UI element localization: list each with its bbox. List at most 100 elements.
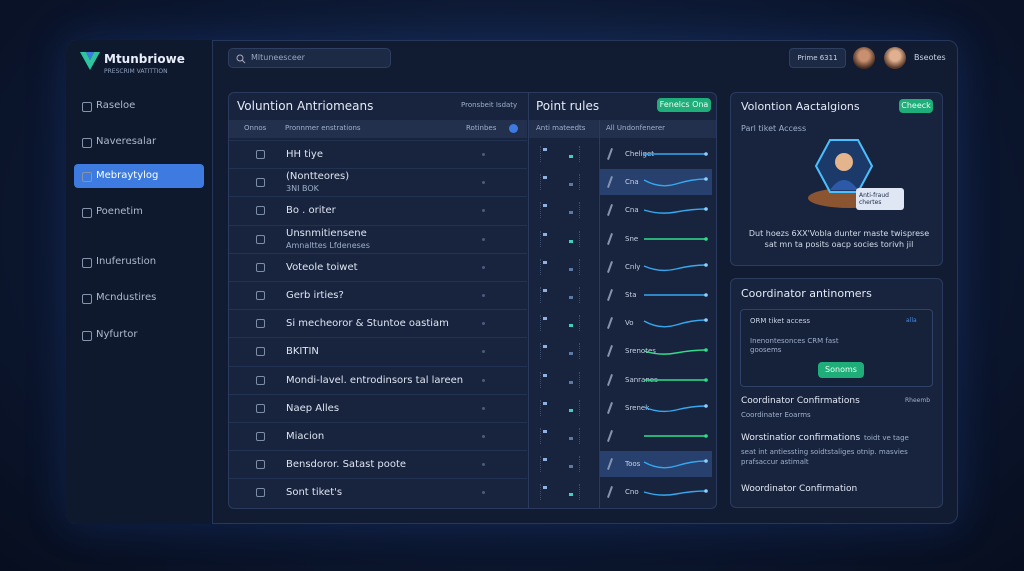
nav-item[interactable]: Inuferustion bbox=[74, 250, 204, 274]
rule-row: Cno bbox=[600, 479, 712, 505]
nav-item[interactable]: Mebraytylog bbox=[74, 164, 204, 188]
top-button[interactable]: Prime 6311 bbox=[789, 48, 846, 68]
rules-button[interactable]: Fenelcs Ona bbox=[657, 98, 711, 112]
table-row: Miacion bbox=[229, 422, 527, 450]
rule-row: Cheliget bbox=[600, 141, 712, 167]
row-dots bbox=[482, 322, 485, 326]
rule-label: Sanranes bbox=[625, 375, 658, 384]
rule-label: Cnly bbox=[625, 262, 641, 271]
mini-col bbox=[540, 428, 580, 444]
actions-title: Volontion Aactalgions bbox=[741, 100, 860, 113]
mini-dot bbox=[543, 345, 547, 349]
table-row: Si mecheoror & Stuntoe oastiam bbox=[229, 309, 527, 337]
row-dots bbox=[482, 406, 485, 410]
rule-icon bbox=[607, 260, 613, 273]
rule-icon bbox=[607, 458, 613, 471]
column-header: All Undonfenerer bbox=[606, 124, 666, 132]
sparkline bbox=[643, 318, 708, 328]
row-sub: 3NI BOK bbox=[286, 184, 319, 194]
sparkline-dot bbox=[704, 459, 708, 463]
section-tag: Rheemb bbox=[905, 397, 931, 404]
rule-icon bbox=[607, 345, 613, 358]
rule-label: Srenotes bbox=[625, 347, 656, 356]
actions-text: Dut hoezs 6XX'Vobla dunter maste twispre… bbox=[748, 229, 930, 249]
divider bbox=[599, 120, 600, 508]
rule-icon bbox=[607, 373, 613, 386]
sparkline-dot bbox=[704, 489, 708, 494]
sparkline bbox=[643, 177, 708, 187]
mini-dot bbox=[543, 204, 547, 208]
item-title: Worstinatior confirmations bbox=[741, 433, 861, 443]
card-tag: alla bbox=[906, 317, 917, 324]
sparkline-dot bbox=[704, 262, 708, 267]
rule-icon bbox=[607, 430, 613, 442]
rule-label: Srenek bbox=[625, 403, 650, 412]
table-row: Sont tiket's bbox=[229, 478, 527, 506]
mini-dot bbox=[569, 211, 573, 215]
mini-col bbox=[540, 315, 580, 332]
actions-button[interactable]: Cheeck bbox=[899, 99, 933, 113]
brand-name: Mtunbriowe bbox=[104, 52, 185, 66]
row-name: (Nontteores) bbox=[286, 171, 350, 183]
mini-col bbox=[540, 174, 580, 191]
rule-row: Cna bbox=[600, 197, 712, 223]
mini-col bbox=[540, 230, 580, 247]
sparkline bbox=[644, 377, 708, 382]
nav-item[interactable]: Mcndustires bbox=[74, 286, 204, 310]
sparkline-path bbox=[643, 178, 707, 187]
table-row: Unsnmitiensene Amnalttes Lfdeneses bbox=[229, 224, 527, 253]
sidebar: Mtunbriowe PRESCRIM VATITTION Raseloe Nav… bbox=[66, 40, 213, 524]
table-row: (Nontteores) 3NI BOK bbox=[229, 168, 527, 196]
rules-header bbox=[529, 120, 716, 138]
row-dots bbox=[482, 294, 485, 297]
nav-item[interactable]: Naveresalar bbox=[74, 130, 204, 154]
mini-dot bbox=[569, 183, 573, 187]
sparkline-path bbox=[643, 405, 707, 412]
sparkline bbox=[643, 262, 708, 271]
row-dots bbox=[482, 378, 485, 382]
row-dots bbox=[482, 350, 485, 354]
nav-item[interactable]: Poenetim bbox=[74, 200, 204, 224]
illustration bbox=[808, 139, 904, 210]
row-icon bbox=[256, 150, 265, 159]
mini-dot bbox=[569, 408, 573, 412]
nav-item[interactable]: Nyfurtor bbox=[74, 323, 204, 347]
sparkline-dot bbox=[704, 177, 708, 181]
search-bar[interactable]: Mltuneesceer bbox=[228, 48, 391, 68]
rule-icon bbox=[607, 148, 613, 160]
mini-col bbox=[540, 202, 580, 219]
table-row: Bensdoror. Satast poote bbox=[229, 450, 527, 478]
coord-footer: Woordinator Confirmation bbox=[741, 484, 858, 494]
rule-icon bbox=[607, 486, 613, 499]
sparkline-dot bbox=[704, 236, 708, 241]
mini-dot bbox=[569, 267, 573, 271]
row-dots bbox=[482, 209, 485, 213]
avatar[interactable] bbox=[884, 47, 906, 69]
row-icon bbox=[256, 375, 265, 385]
table-row: Voteole toiwet bbox=[229, 252, 527, 281]
avatar[interactable] bbox=[853, 47, 875, 69]
row-name: Sont tiket's bbox=[286, 487, 343, 499]
rule-label: Sne bbox=[625, 234, 639, 243]
sparkline bbox=[644, 236, 708, 241]
sparkline-path bbox=[643, 264, 707, 271]
row-icon bbox=[256, 291, 265, 300]
table-row: Naep Alles bbox=[229, 393, 527, 422]
mini-col bbox=[540, 371, 580, 388]
mini-dot bbox=[543, 232, 547, 236]
sparkline-path bbox=[643, 319, 707, 328]
search-icon bbox=[236, 54, 246, 64]
rule-icon bbox=[607, 232, 613, 245]
card-button[interactable]: Sonoms bbox=[818, 362, 864, 378]
sparkline bbox=[643, 459, 708, 469]
brand-tagline: PRESCRIM VATITTION bbox=[104, 68, 168, 75]
mini-col bbox=[540, 287, 580, 303]
mini-dot bbox=[569, 465, 573, 469]
mini-col bbox=[540, 258, 580, 275]
row-name: Si mecheoror & Stuntoe oastiam bbox=[286, 318, 449, 330]
rule-icon bbox=[607, 289, 613, 301]
rule-row: Sne bbox=[600, 226, 712, 252]
mini-col bbox=[540, 399, 580, 416]
main-action[interactable]: Pronsbeit Isdaty bbox=[461, 101, 518, 109]
nav-item[interactable]: Raseloe bbox=[74, 94, 204, 118]
